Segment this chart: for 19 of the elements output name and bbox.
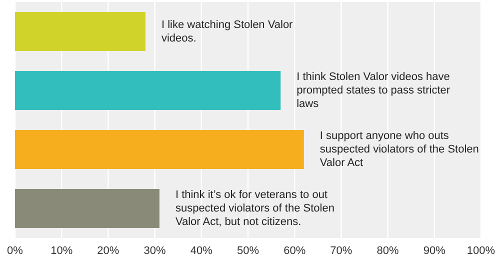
y-tick-label: I support anyone who outs suspected violators of the Stolen Valor Act	[320, 130, 479, 169]
x-tick-label: 10%	[50, 244, 73, 257]
x-tick-label: 80%	[376, 244, 400, 257]
y-tick-label: I think Stolen Valor videos have prompted states to pass stricter laws	[296, 70, 450, 110]
x-tick-label: 90%	[423, 244, 446, 257]
x-tick-label: 0%	[7, 244, 24, 257]
bar	[15, 12, 146, 52]
x-tick-label: 100%	[466, 244, 496, 257]
bar	[15, 71, 281, 110]
x-tick-label: 30%	[144, 244, 166, 257]
x-tick-label: 40%	[190, 244, 213, 257]
bar	[15, 189, 160, 228]
y-tick-label: I think it’s ok for veterans to out suspected violators of the Stolen Valor Act, but not citizens.	[175, 188, 334, 228]
x-tick-label: 70%	[330, 244, 352, 257]
x-tick-label: 50%	[236, 244, 260, 257]
x-tick-label: 60%	[284, 244, 306, 257]
x-tick-label: 20%	[97, 244, 120, 257]
y-tick-label: I like watching Stolen Valor videos.	[161, 18, 294, 44]
bar	[15, 130, 304, 170]
